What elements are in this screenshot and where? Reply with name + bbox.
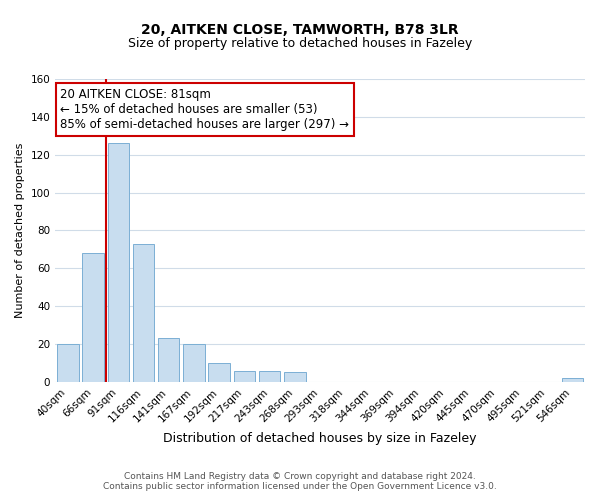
- Y-axis label: Number of detached properties: Number of detached properties: [15, 143, 25, 318]
- Bar: [107, 144, 129, 382]
- Text: Size of property relative to detached houses in Fazeley: Size of property relative to detached ho…: [128, 38, 472, 51]
- X-axis label: Distribution of detached houses by size in Fazeley: Distribution of detached houses by size …: [163, 432, 477, 445]
- Text: Contains public sector information licensed under the Open Government Licence v3: Contains public sector information licen…: [103, 482, 497, 491]
- Bar: [233, 370, 255, 382]
- Bar: [562, 378, 583, 382]
- Text: Contains HM Land Registry data © Crown copyright and database right 2024.: Contains HM Land Registry data © Crown c…: [124, 472, 476, 481]
- Bar: [284, 372, 305, 382]
- Text: 20, AITKEN CLOSE, TAMWORTH, B78 3LR: 20, AITKEN CLOSE, TAMWORTH, B78 3LR: [141, 22, 459, 36]
- Bar: [133, 244, 154, 382]
- Text: 20 AITKEN CLOSE: 81sqm
← 15% of detached houses are smaller (53)
85% of semi-det: 20 AITKEN CLOSE: 81sqm ← 15% of detached…: [61, 88, 349, 131]
- Bar: [158, 338, 179, 382]
- Bar: [183, 344, 205, 382]
- Bar: [208, 363, 230, 382]
- Bar: [82, 253, 104, 382]
- Bar: [57, 344, 79, 382]
- Bar: [259, 370, 280, 382]
